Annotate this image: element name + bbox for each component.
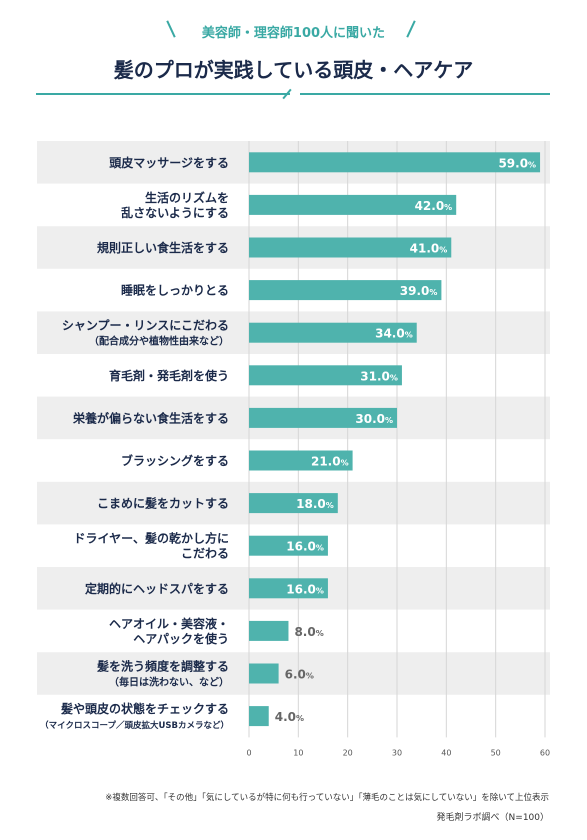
x-tick-label: 10 xyxy=(293,748,303,757)
title-underline-right xyxy=(300,93,550,95)
category-label: 髪を洗う頻度を調整する（毎日は洗わない、など） xyxy=(96,659,229,689)
bar-value-label: 4.0% xyxy=(275,710,304,724)
category-label: ヘアオイル・美容液・ヘアパックを使う xyxy=(109,616,229,646)
category-label: 定期的にヘッドスパをする xyxy=(85,581,229,596)
bar xyxy=(249,535,328,556)
x-tick-label: 30 xyxy=(392,748,402,757)
x-tick-label: 60 xyxy=(540,748,550,757)
chart-subtitle: 美容師・理容師100人に聞いた xyxy=(201,26,386,41)
bar xyxy=(249,237,452,258)
bar-value-label: 6.0% xyxy=(285,668,314,682)
bar-value-label: 16.0% xyxy=(286,582,324,596)
bar xyxy=(249,663,279,684)
category-label: ブラッシングをする xyxy=(121,453,229,468)
bar-value-label: 21.0% xyxy=(311,455,349,469)
bar-value-label: 8.0% xyxy=(294,625,323,639)
bar-value-label: 16.0% xyxy=(286,540,324,554)
bar xyxy=(249,280,442,301)
x-tick-label: 20 xyxy=(343,748,353,757)
footnote: ※複数回答可、「その他」「気にしているが特に何も行っていない」「薄毛のことは気に… xyxy=(105,793,549,803)
category-label: ドライヤー、髪の乾かし方にこだわる xyxy=(73,531,229,561)
source-note: 発毛剤ラボ調べ（N=100） xyxy=(436,813,549,823)
bar-chart: 59.0% 頭皮マッサージをする 42.0% 生活のリズムを乱さないようにする 41.0… xyxy=(37,141,550,757)
category-label: 頭皮マッサージをする xyxy=(109,155,229,170)
bar-value-label: 18.0% xyxy=(296,497,334,511)
category-label: 髪や頭皮の状態をチェックする（マイクロスコープ／頭皮拡大USBカメラなど） xyxy=(40,701,229,731)
category-label: 睡眠をしっかりとる xyxy=(121,283,229,298)
category-label: シャンプー・リンスにこだわる（配合成分や植物性由来など） xyxy=(62,318,229,348)
bar xyxy=(249,152,541,173)
bar xyxy=(249,493,338,514)
bar xyxy=(249,365,402,386)
bar xyxy=(249,450,353,471)
category-label: 生活のリズムを乱さないようにする xyxy=(121,190,229,220)
bar-value-label: 34.0% xyxy=(375,327,413,341)
chart-title: 髪のプロが実践している頭皮・ヘアケア xyxy=(113,58,474,82)
category-label: 規則正しい食生活をする xyxy=(97,240,229,255)
x-tick-label: 0 xyxy=(246,748,251,757)
bar-value-label: 41.0% xyxy=(410,242,448,256)
bar-value-label: 42.0% xyxy=(415,199,453,213)
category-label: こまめに髪をカットする xyxy=(97,496,229,511)
bar-value-label: 59.0% xyxy=(498,156,536,170)
bar xyxy=(249,322,417,343)
chart-header: 美容師・理容師100人に聞いた 髪のプロが実践している頭皮・ヘアケア xyxy=(0,0,587,110)
category-label: 栄養が偏らない食生活をする xyxy=(72,410,229,425)
bar xyxy=(249,578,328,599)
bar xyxy=(249,620,289,641)
category-label: 育毛剤・発毛剤を使う xyxy=(109,368,229,383)
bar-value-label: 30.0% xyxy=(355,412,393,426)
bar xyxy=(249,407,397,428)
row-band xyxy=(37,652,550,695)
bar xyxy=(249,194,457,215)
bar xyxy=(249,706,269,727)
bar-value-label: 31.0% xyxy=(360,369,398,383)
x-tick-label: 40 xyxy=(441,748,451,757)
bar-value-label: 39.0% xyxy=(400,284,438,298)
x-tick-label: 50 xyxy=(491,748,501,757)
title-underline-left xyxy=(36,93,290,95)
